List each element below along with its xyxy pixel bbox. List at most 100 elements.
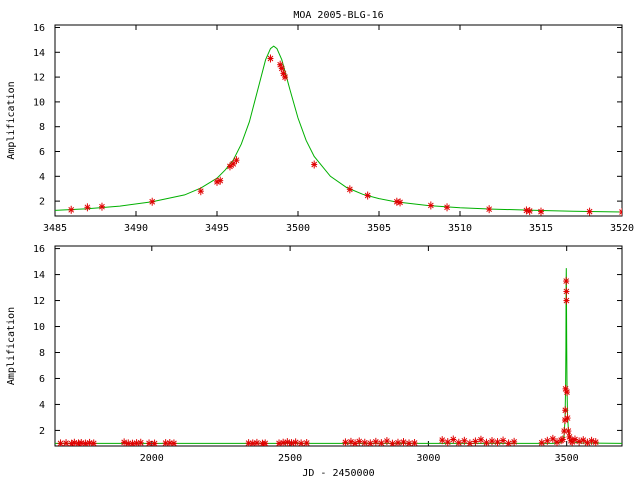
data-point	[361, 438, 368, 446]
data-point	[565, 427, 572, 436]
data-point	[267, 54, 274, 63]
data-point	[444, 438, 451, 446]
data-point	[562, 406, 569, 415]
data-point	[197, 187, 204, 196]
data-point	[378, 439, 385, 446]
bottom-panel: 2000 2500 3000 3500 2 4 6 8 10 12 14 16 Amplificatio…	[6, 244, 623, 479]
data-point	[455, 438, 462, 446]
data-point	[500, 436, 507, 445]
x-tick-label: 3500	[555, 453, 579, 464]
x-tick-label: 2500	[278, 453, 302, 464]
y-tick-label: 8	[39, 348, 45, 359]
x-tick-label: 3505	[367, 223, 391, 234]
data-point	[559, 435, 566, 444]
y-tick-label: 14	[33, 270, 45, 281]
data-point	[461, 436, 468, 445]
data-point	[311, 160, 318, 169]
data-point	[298, 439, 305, 446]
y-tick-label: 6	[39, 147, 45, 158]
data-point	[217, 176, 224, 185]
y-tick-label: 2	[39, 197, 45, 208]
data-point	[372, 437, 379, 446]
data-point	[494, 438, 501, 446]
x-tick-label: 3000	[416, 453, 440, 464]
y-tick-label: 2	[39, 426, 45, 437]
x-tick-label: 3500	[286, 223, 310, 234]
x-tick-label: 3515	[529, 223, 553, 234]
x-tick-label: 3495	[205, 223, 229, 234]
data-point	[121, 438, 128, 446]
data-point	[489, 437, 496, 446]
data-point	[427, 201, 434, 210]
data-point	[383, 437, 390, 446]
data-point	[342, 438, 349, 446]
data-point	[526, 207, 533, 216]
data-point	[170, 439, 177, 446]
data-point	[411, 439, 418, 446]
y-tick-label: 12	[33, 73, 45, 84]
data-point	[90, 439, 97, 446]
data-point	[253, 438, 260, 446]
data-point	[586, 207, 593, 216]
model-curve	[55, 268, 622, 444]
data-point	[549, 434, 556, 443]
data-point	[444, 203, 451, 212]
data-layer-0	[55, 45, 622, 216]
plot-frame-1	[54, 245, 623, 447]
data-point	[619, 208, 622, 216]
data-point	[563, 287, 570, 296]
data-point	[563, 388, 570, 397]
data-point	[564, 414, 571, 423]
data-point	[486, 205, 493, 214]
y-tick-label: 10	[33, 97, 45, 108]
data-point	[226, 162, 233, 171]
x-tick-label: 3490	[124, 223, 148, 234]
data-point	[544, 436, 551, 445]
top-panel: 3485 3490 3495 3500 3505 3510 3515 3520 2 4 6 8 10 12…	[6, 10, 634, 234]
data-point	[262, 439, 269, 446]
data-point	[592, 438, 599, 446]
x-axis-label: JD - 2450000	[302, 468, 374, 479]
data-point	[505, 439, 512, 446]
data-point	[233, 156, 240, 165]
data-point	[483, 438, 490, 446]
data-point	[149, 197, 156, 206]
y-tick-label: 6	[39, 374, 45, 385]
x-tick-label: 2000	[140, 453, 164, 464]
x-tick-label: 3485	[43, 223, 67, 234]
plot-frame-0	[54, 24, 623, 217]
data-point	[367, 439, 374, 446]
model-curve	[55, 45, 622, 213]
y-tick-label: 10	[33, 322, 45, 333]
chart-title: MOA 2005-BLG-16	[293, 10, 383, 21]
data-point	[346, 185, 353, 194]
data-layer-1	[55, 268, 622, 446]
data-point	[356, 437, 363, 446]
y-axis-label: Amplification	[6, 81, 17, 159]
y-axis-label: Amplification	[6, 307, 17, 385]
data-point	[389, 439, 396, 446]
data-point	[397, 198, 404, 207]
data-point	[394, 438, 401, 446]
x-tick-label: 3510	[448, 223, 472, 234]
data-point	[68, 205, 75, 214]
data-point	[57, 439, 64, 446]
data-point	[563, 277, 570, 286]
y-tick-label: 14	[33, 48, 45, 59]
y-tick-label: 16	[33, 23, 45, 34]
y-tick-label: 12	[33, 296, 45, 307]
data-point	[538, 207, 544, 216]
y-tick-label: 16	[33, 244, 45, 255]
data-point	[406, 439, 413, 446]
data-point	[84, 203, 91, 212]
data-point	[439, 436, 446, 445]
data-point	[63, 439, 70, 446]
data-point	[284, 438, 291, 446]
data-point	[146, 439, 153, 446]
data-point	[98, 202, 105, 211]
data-point	[477, 435, 484, 444]
y-tick-label: 4	[39, 172, 45, 183]
data-point	[563, 296, 570, 305]
data-point	[466, 439, 473, 446]
